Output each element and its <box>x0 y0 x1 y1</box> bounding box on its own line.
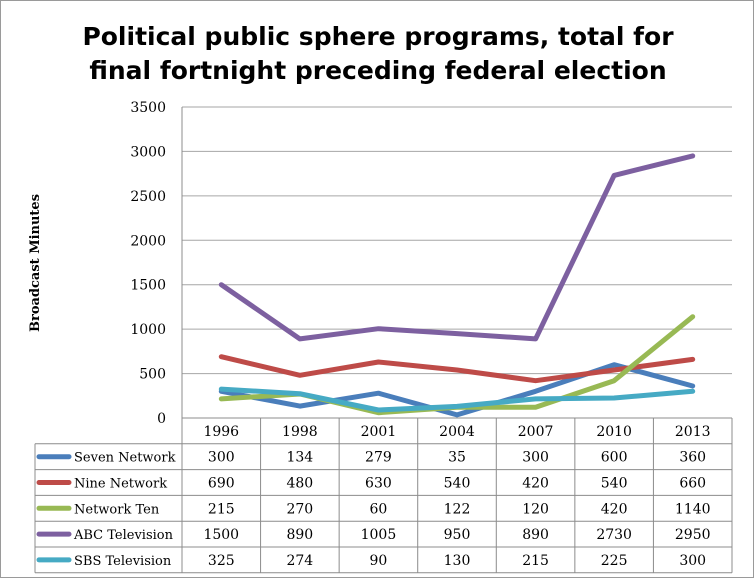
table-cell-value: 540 <box>601 476 628 492</box>
table-cell-value: 630 <box>365 476 392 492</box>
table-cell-value: 215 <box>522 553 549 569</box>
y-tick-label: 500 <box>139 367 166 383</box>
x-tick-label: 2010 <box>596 424 632 440</box>
table-cell-value: 540 <box>444 476 471 492</box>
legend-series-name: Nine Network <box>74 477 167 492</box>
table-cell-value: 950 <box>444 527 471 543</box>
y-tick-label: 0 <box>157 411 166 427</box>
table-cell-value: 60 <box>370 501 388 517</box>
table-cell-value: 300 <box>679 553 706 569</box>
table-cell-value: 360 <box>679 450 706 466</box>
chart-title-line-1: Political public sphere programs, total … <box>82 22 674 51</box>
series-lines <box>218 153 696 418</box>
table-cell-value: 2950 <box>675 527 711 543</box>
y-tick-label: 1000 <box>130 322 166 338</box>
table-cell-value: 300 <box>522 450 549 466</box>
table-cell-value: 122 <box>444 501 471 517</box>
series-line <box>218 354 696 384</box>
table-cell-value: 120 <box>522 501 549 517</box>
table-cell-value: 325 <box>208 553 235 569</box>
table-cell-value: 300 <box>208 450 235 466</box>
y-tick-label: 1500 <box>130 278 166 294</box>
table-cell-value: 2730 <box>596 527 632 543</box>
chart-title-line-2: final fortnight preceding federal electi… <box>89 56 666 85</box>
table-cell-value: 660 <box>679 476 706 492</box>
y-axis-ticks: 0 500 1000 1500 2000 2500 3000 3500 <box>130 100 166 427</box>
y-axis-label: Broadcast Minutes <box>28 194 43 332</box>
gridlines <box>181 106 732 419</box>
table-cell-value: 1005 <box>361 527 397 543</box>
legend-series-name: Network Ten <box>74 502 160 517</box>
table-cell-value: 420 <box>601 501 628 517</box>
x-tick-label: 2004 <box>439 424 475 440</box>
table-cell-value: 134 <box>286 450 313 466</box>
legend-series-name: ABC Television <box>73 528 174 543</box>
table-cell-value: 690 <box>208 476 235 492</box>
table-cell-value: 279 <box>365 450 392 466</box>
table-cell-value: 90 <box>370 553 388 569</box>
legend-series-name: SBS Television <box>74 554 172 569</box>
table-cell-value: 1500 <box>203 527 239 543</box>
table-cell-value: 1140 <box>675 501 711 517</box>
y-tick-label: 3000 <box>130 144 166 160</box>
series-line <box>218 386 696 413</box>
table-cell-value: 890 <box>286 527 313 543</box>
table-cell-value: 270 <box>286 501 313 517</box>
table-cell-value: 420 <box>522 476 549 492</box>
x-tick-label: 2013 <box>675 424 711 440</box>
x-tick-label: 1998 <box>282 424 318 440</box>
table-cell-value: 274 <box>286 553 313 569</box>
table-cell-value: 225 <box>601 553 628 569</box>
data-table: 1996 1998 2001 2004 2007 2010 2013 Seven Networ… <box>34 417 733 574</box>
y-tick-label: 3500 <box>130 100 166 116</box>
series-line <box>218 362 696 418</box>
chart-title: Political public sphere programs, total … <box>82 22 674 85</box>
y-tick-label: 2000 <box>130 233 166 249</box>
table-cell-value: 600 <box>601 450 628 466</box>
table-cell-value: 480 <box>286 476 313 492</box>
series-line <box>218 153 696 342</box>
x-tick-label: 2001 <box>361 424 397 440</box>
table-cell-value: 35 <box>448 450 466 466</box>
table-cell-value: 130 <box>444 553 471 569</box>
table-cell-value: 215 <box>208 501 235 517</box>
y-tick-label: 2500 <box>130 189 166 205</box>
x-tick-label: 2007 <box>518 424 554 440</box>
table-cell-value: 890 <box>522 527 549 543</box>
x-tick-label: 1996 <box>203 424 239 440</box>
legend-series-name: Seven Network <box>74 451 176 466</box>
